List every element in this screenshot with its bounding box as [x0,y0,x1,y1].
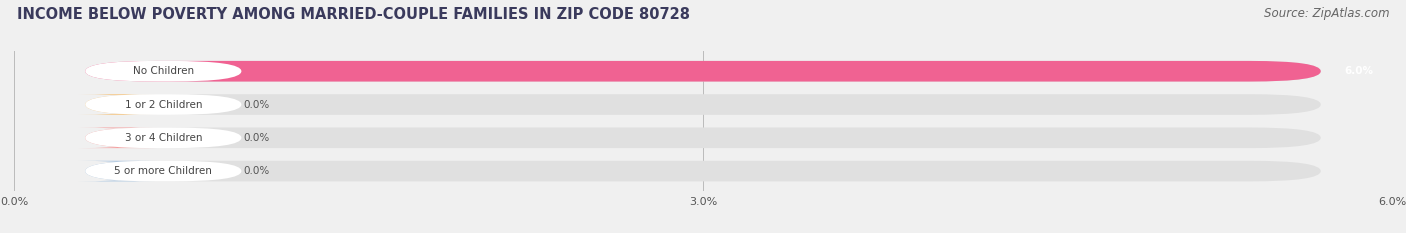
FancyBboxPatch shape [86,61,242,82]
Text: INCOME BELOW POVERTY AMONG MARRIED-COUPLE FAMILIES IN ZIP CODE 80728: INCOME BELOW POVERTY AMONG MARRIED-COUPL… [17,7,690,22]
FancyBboxPatch shape [86,161,242,182]
FancyBboxPatch shape [86,94,1320,115]
FancyBboxPatch shape [86,161,1320,182]
FancyBboxPatch shape [86,61,1320,82]
FancyBboxPatch shape [86,61,1320,82]
Text: 1 or 2 Children: 1 or 2 Children [125,99,202,110]
Text: Source: ZipAtlas.com: Source: ZipAtlas.com [1264,7,1389,20]
Text: 3 or 4 Children: 3 or 4 Children [125,133,202,143]
FancyBboxPatch shape [86,94,242,115]
FancyBboxPatch shape [86,127,242,148]
FancyBboxPatch shape [79,94,156,115]
Text: 5 or more Children: 5 or more Children [114,166,212,176]
FancyBboxPatch shape [79,161,156,182]
FancyBboxPatch shape [86,127,1320,148]
Text: 0.0%: 0.0% [243,99,270,110]
Text: 0.0%: 0.0% [243,133,270,143]
Text: 6.0%: 6.0% [1344,66,1374,76]
FancyBboxPatch shape [79,127,156,148]
Text: 0.0%: 0.0% [243,166,270,176]
Text: No Children: No Children [132,66,194,76]
